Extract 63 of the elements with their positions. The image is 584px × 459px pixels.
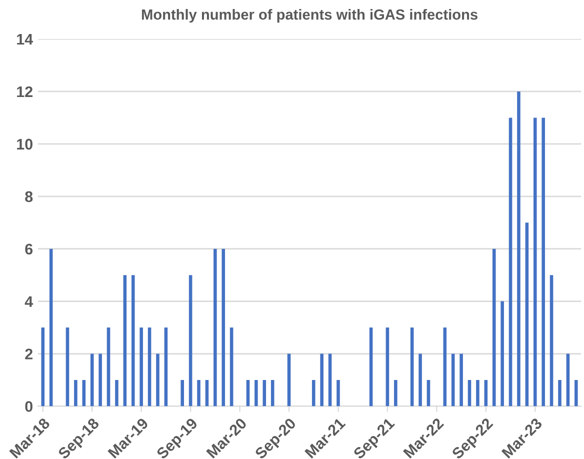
bar [230,328,234,406]
bar [180,380,184,406]
bar [517,91,520,406]
bar [188,275,192,406]
bar [320,354,324,406]
bar [386,328,390,406]
bar [328,354,332,406]
chart-title: Monthly number of patients with iGAS infections [142,9,478,23]
bar [148,328,152,406]
bar [525,222,529,406]
y-tick-label: 10 [17,138,32,150]
bar [156,354,160,406]
bar [394,380,398,406]
bar [443,328,447,406]
bar [90,354,94,406]
bar [82,380,86,406]
y-tick-label: 14 [17,34,34,45]
bar [468,380,472,406]
y-tick-label: 0 [25,401,32,412]
bar [508,118,512,406]
bar [123,275,127,406]
bar [484,380,488,406]
bar [476,380,480,406]
bar [426,380,430,406]
bar [287,354,291,406]
bar [115,380,118,406]
bar [336,380,340,406]
y-tick-label: 4 [24,296,34,307]
y-tick-label: 2 [25,348,32,360]
bar [410,328,414,406]
bar [533,118,537,406]
bar [106,328,110,406]
bar [254,380,258,406]
bar [492,248,496,406]
bar [574,380,578,406]
bar [49,248,53,406]
bar [131,275,135,406]
bar [566,354,570,406]
bar [542,118,545,406]
bar [66,328,70,406]
bar [164,328,168,406]
bar [74,380,78,406]
bar [140,328,143,406]
bar [98,354,102,406]
bar [418,354,422,406]
bar [197,380,200,406]
bar [369,328,373,406]
y-tick-label: 6 [25,244,33,255]
bar [222,248,226,406]
bar [558,380,562,406]
bar [312,380,316,406]
bar [41,328,45,406]
bar [205,380,209,406]
bar [500,301,504,406]
y-tick-label: 12 [17,86,32,98]
bar [270,380,274,406]
bar [451,354,455,406]
bar [214,248,217,406]
bar [262,380,266,406]
y-tick-label: 8 [25,191,33,202]
bar [460,354,463,406]
bar [550,275,554,406]
bar [246,380,250,406]
